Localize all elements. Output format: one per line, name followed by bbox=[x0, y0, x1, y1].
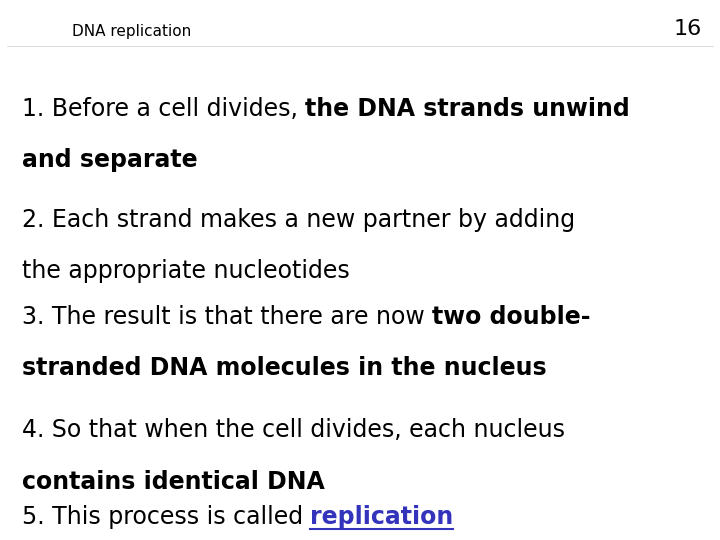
Text: two double-: two double- bbox=[432, 305, 590, 329]
Text: the appropriate nucleotides: the appropriate nucleotides bbox=[22, 259, 349, 283]
Text: 1. Before a cell divides,: 1. Before a cell divides, bbox=[22, 97, 305, 121]
Text: stranded DNA molecules in the nucleus: stranded DNA molecules in the nucleus bbox=[22, 356, 546, 380]
Text: replication: replication bbox=[310, 505, 454, 529]
Text: contains identical DNA: contains identical DNA bbox=[22, 470, 324, 494]
Text: 16: 16 bbox=[674, 19, 702, 39]
Text: 5. This process is called: 5. This process is called bbox=[22, 505, 310, 529]
Text: DNA replication: DNA replication bbox=[72, 24, 192, 39]
Text: the DNA strands unwind: the DNA strands unwind bbox=[305, 97, 630, 121]
Text: 2. Each strand makes a new partner by adding: 2. Each strand makes a new partner by ad… bbox=[22, 208, 575, 232]
Text: 4. So that when the cell divides, each nucleus: 4. So that when the cell divides, each n… bbox=[22, 418, 564, 442]
Text: 3. The result is that there are now: 3. The result is that there are now bbox=[22, 305, 432, 329]
Text: and separate: and separate bbox=[22, 148, 197, 172]
